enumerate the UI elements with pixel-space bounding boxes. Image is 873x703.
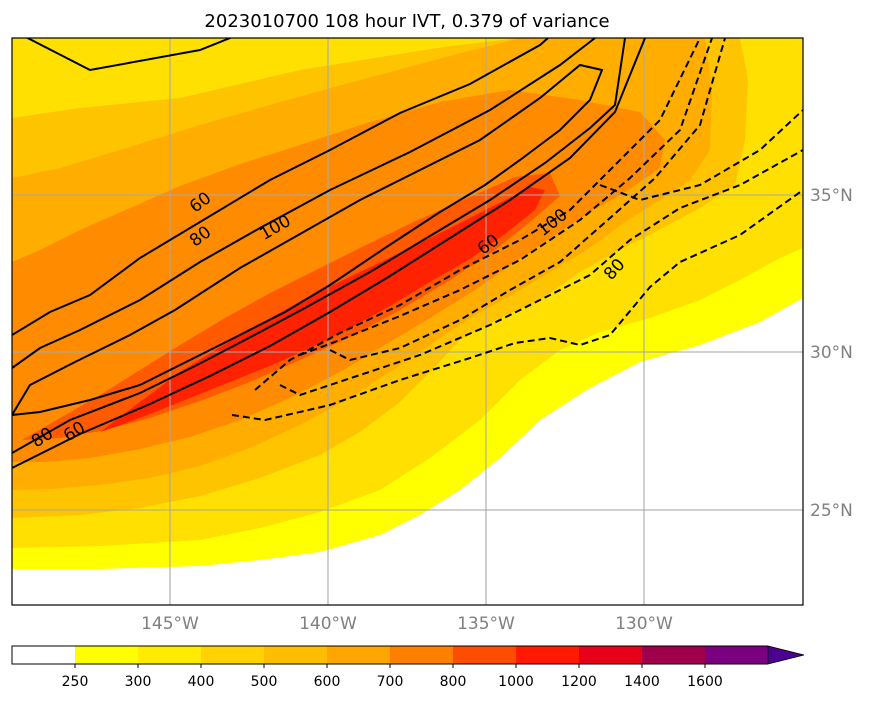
colorbar-segment	[264, 646, 328, 664]
colorbar-tick-label: 300	[125, 674, 152, 690]
map-frame	[11, 37, 804, 606]
colorbar-tick-label: 1000	[498, 674, 534, 690]
colorbar-tick-label: 700	[377, 674, 404, 690]
negative-contours	[231, 38, 803, 422]
positive-contours	[12, 38, 646, 469]
colorbar-segment	[516, 646, 580, 664]
lat-tick-label: 25°N	[810, 501, 853, 521]
colorbar-segment	[12, 646, 76, 664]
colorbar-tick-label: 400	[188, 674, 215, 690]
lat-tick-label: 30°N	[810, 343, 853, 363]
gridlines	[12, 38, 803, 605]
colorbar-tick-label: 1200	[561, 674, 597, 690]
colorbar-extend-arrow	[767, 645, 805, 665]
chart-title: 2023010700 108 hour IVT, 0.379 of varian…	[204, 11, 609, 32]
lat-tick-label: 35°N	[810, 186, 853, 206]
colorbar-segment	[390, 646, 454, 664]
colorbar-segment	[138, 646, 202, 664]
lat-tick-labels: 35°N 30°N 25°N	[810, 186, 853, 521]
colorbar-tick-label: 1600	[687, 674, 723, 690]
colorbar-segment	[75, 646, 139, 664]
lon-tick-label: 135°W	[457, 614, 515, 634]
colorbar-segment	[327, 646, 391, 664]
colorbar-segment	[642, 646, 706, 664]
lon-tick-label: 140°W	[299, 614, 357, 634]
colorbar: 250 300 400 500 600 700 800 1000 1200 1400 1600	[11, 645, 805, 690]
colorbar-tick-label: 250	[62, 674, 89, 690]
lon-tick-labels: 145°W 140°W 135°W 130°W	[141, 614, 673, 634]
lon-tick-label: 130°W	[615, 614, 673, 634]
colorbar-tick-label: 600	[314, 674, 341, 690]
colorbar-segment	[453, 646, 517, 664]
lon-tick-label: 145°W	[141, 614, 199, 634]
map-panel	[12, 38, 803, 605]
colorbar-tick-label: 1400	[624, 674, 660, 690]
colorbar-segment	[705, 646, 769, 664]
colorbar-tick-label: 500	[251, 674, 278, 690]
colorbar-segment	[201, 646, 265, 664]
colorbar-segment	[579, 646, 643, 664]
colorbar-tick-label: 800	[440, 674, 467, 690]
